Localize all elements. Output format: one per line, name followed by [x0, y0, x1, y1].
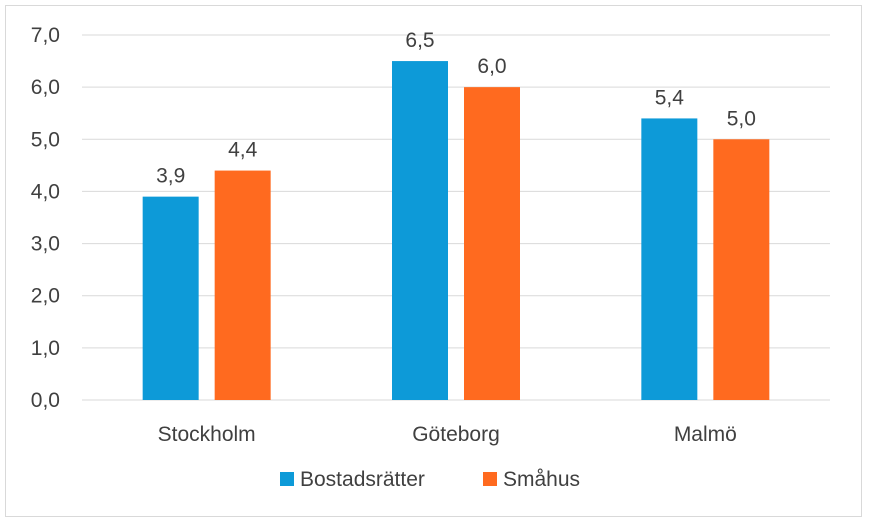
bar-sm-hus: [214, 170, 271, 400]
y-tick-label: 6,0: [31, 76, 60, 99]
data-label: 6,5: [405, 29, 434, 52]
legend: Bostadsrätter Småhus: [280, 468, 580, 491]
bar-bostadsr-tter: [142, 196, 199, 400]
y-tick-label: 0,0: [31, 389, 60, 412]
bar-sm-hus: [464, 87, 520, 401]
legend-label: Småhus: [503, 468, 580, 491]
x-category-label: Stockholm: [158, 423, 256, 446]
x-category-label: Göteborg: [412, 423, 500, 446]
data-labels: 3,9 4,4 6,5 6,0 5,4 5,0: [156, 29, 756, 188]
bars: [142, 61, 770, 401]
data-label: 5,0: [727, 107, 756, 130]
bar-bostadsr-tter: [392, 61, 448, 400]
bar-bostadsr-tter: [641, 118, 698, 400]
y-tick-label: 4,0: [31, 180, 60, 203]
legend-swatch: [280, 472, 294, 486]
legend-swatch: [483, 472, 497, 486]
x-category-label: Malmö: [674, 423, 737, 446]
y-tick-label: 7,0: [31, 24, 60, 47]
y-axis-ticks: 0,0 1,0 2,0 3,0 4,0 5,0 6,0 7,0: [31, 24, 60, 412]
y-tick-label: 2,0: [31, 285, 60, 308]
data-label: 3,9: [156, 165, 185, 188]
data-label: 4,4: [228, 139, 258, 162]
y-tick-label: 3,0: [31, 233, 60, 256]
data-label: 5,4: [655, 86, 685, 109]
y-tick-label: 5,0: [31, 128, 60, 151]
x-axis-categories: Stockholm Göteborg Malmö: [158, 423, 737, 446]
gridlines: [82, 34, 830, 401]
y-tick-label: 1,0: [31, 337, 60, 360]
bar-sm-hus: [713, 139, 770, 401]
legend-label: Bostadsrätter: [300, 468, 425, 491]
data-label: 6,0: [477, 55, 506, 78]
